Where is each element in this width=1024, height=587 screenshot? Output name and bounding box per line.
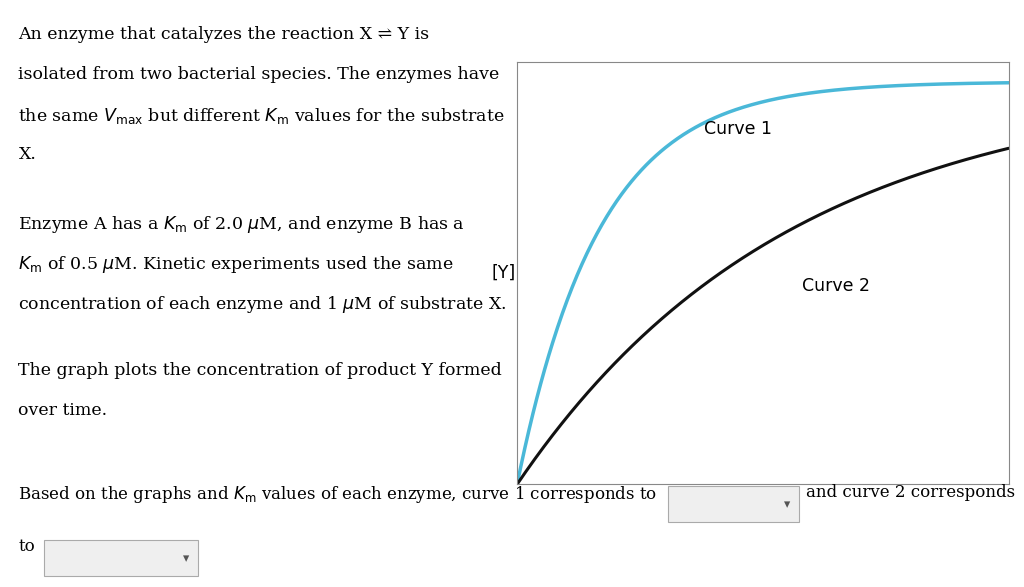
Text: isolated from two bacterial species. The enzymes have: isolated from two bacterial species. The… bbox=[18, 66, 500, 83]
Text: Enzyme A has a $K_{\mathrm{m}}$ of 2.0 $\mu$M, and enzyme B has a: Enzyme A has a $K_{\mathrm{m}}$ of 2.0 $… bbox=[18, 214, 465, 235]
Text: Curve 1: Curve 1 bbox=[703, 120, 772, 138]
Text: the same $V_{\mathrm{max}}$ but different $K_{\mathrm{m}}$ values for the substr: the same $V_{\mathrm{max}}$ but differen… bbox=[18, 106, 505, 126]
FancyBboxPatch shape bbox=[44, 540, 198, 576]
Text: Curve 2: Curve 2 bbox=[802, 277, 870, 295]
Text: Based on the graphs and $K_{\mathrm{m}}$ values of each enzyme, curve 1 correspo: Based on the graphs and $K_{\mathrm{m}}$… bbox=[18, 484, 657, 505]
Text: over time.: over time. bbox=[18, 402, 108, 419]
Text: The graph plots the concentration of product Y formed: The graph plots the concentration of pro… bbox=[18, 362, 502, 379]
FancyBboxPatch shape bbox=[668, 486, 799, 522]
Text: and curve 2 corresponds: and curve 2 corresponds bbox=[806, 484, 1015, 501]
Text: An enzyme that catalyzes the reaction X ⇌ Y is: An enzyme that catalyzes the reaction X … bbox=[18, 26, 429, 43]
Y-axis label: [Y]: [Y] bbox=[492, 264, 515, 282]
Text: concentration of each enzyme and 1 $\mu$M of substrate X.: concentration of each enzyme and 1 $\mu$… bbox=[18, 294, 507, 315]
Text: to: to bbox=[18, 538, 35, 555]
Text: ▾: ▾ bbox=[183, 552, 189, 565]
X-axis label: Time: Time bbox=[741, 491, 784, 509]
Text: ▾: ▾ bbox=[784, 498, 791, 511]
Text: X.: X. bbox=[18, 146, 36, 163]
Text: $K_{\mathrm{m}}$ of 0.5 $\mu$M. Kinetic experiments used the same: $K_{\mathrm{m}}$ of 0.5 $\mu$M. Kinetic … bbox=[18, 254, 454, 275]
